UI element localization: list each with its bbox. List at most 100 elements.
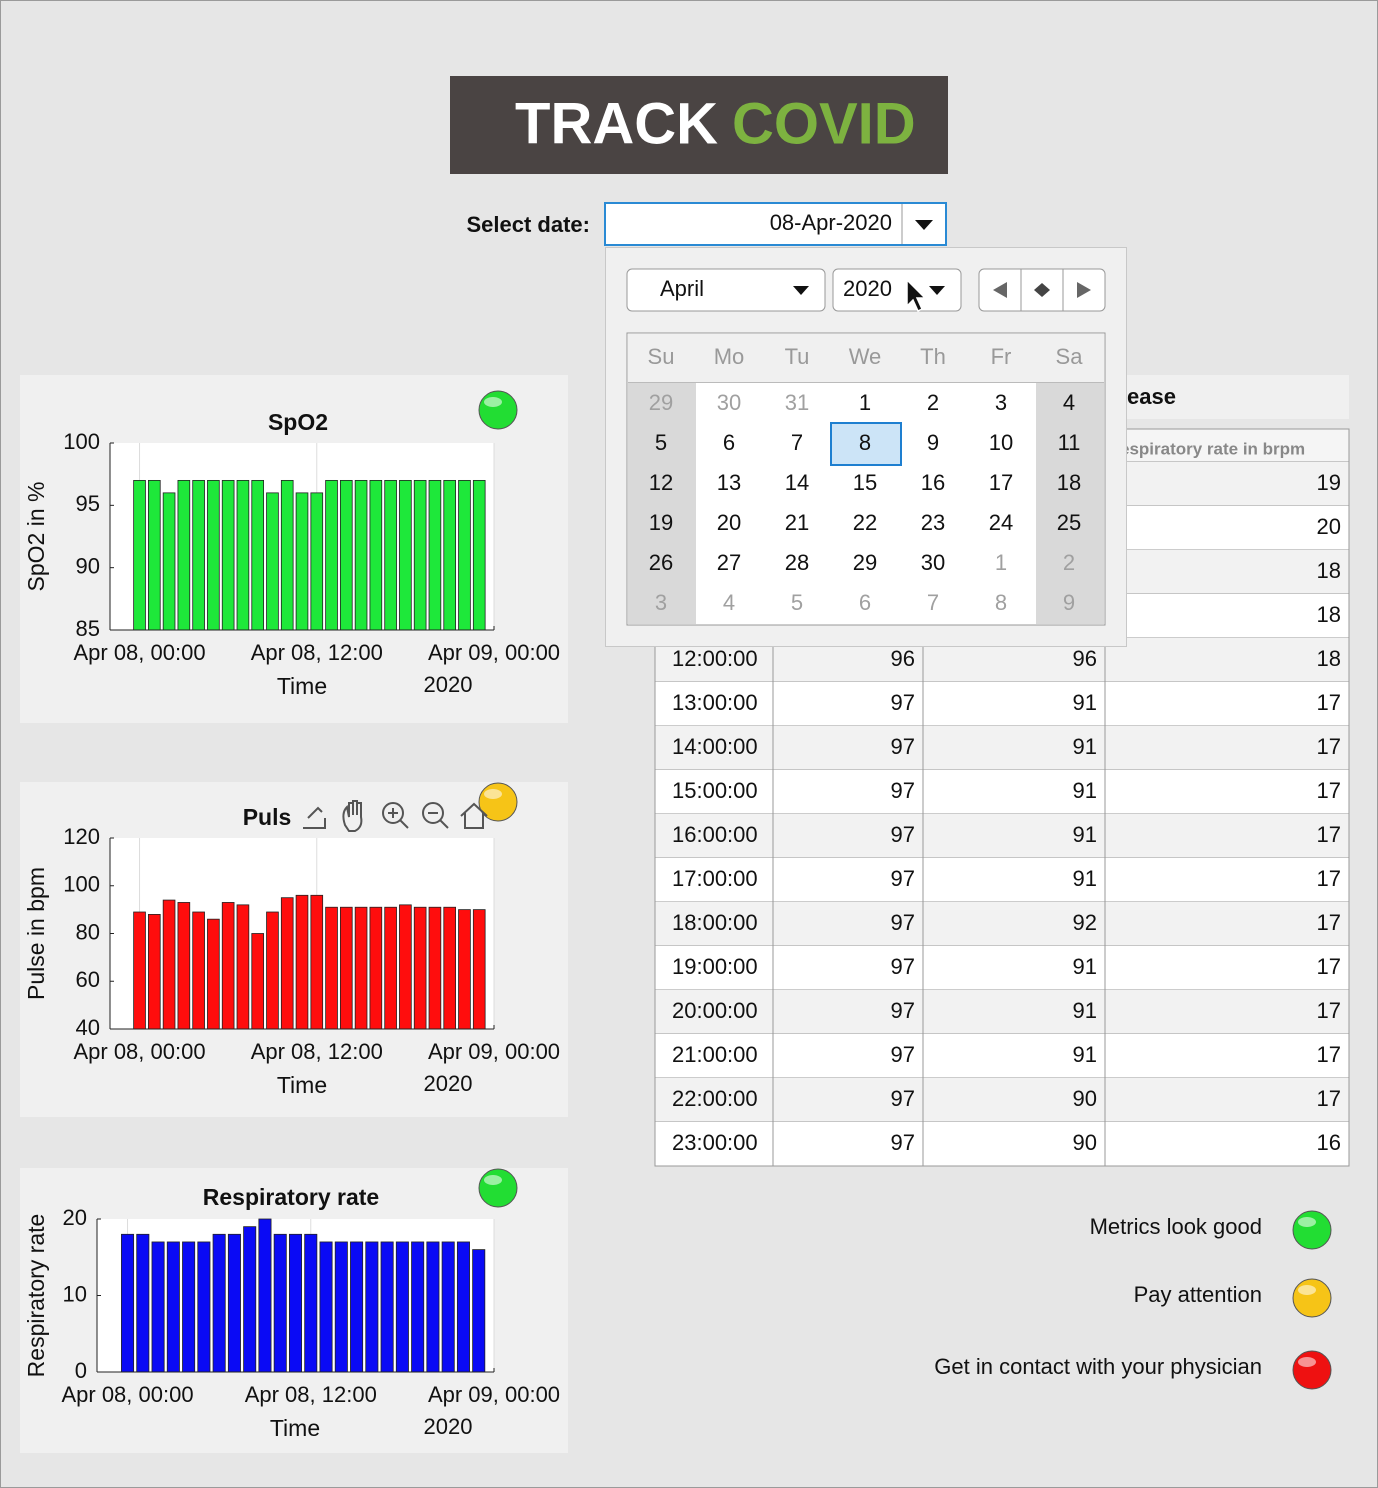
date-dropdown-arrow[interactable] [915, 220, 933, 230]
bar [411, 1241, 425, 1373]
table-row [655, 1078, 1349, 1122]
bar [384, 906, 397, 1030]
bar [399, 479, 412, 631]
y-tick-label: 90 [76, 553, 100, 578]
calendar-day[interactable]: 8 [859, 430, 871, 455]
bar [221, 479, 235, 631]
calendar-day[interactable]: 5 [791, 590, 803, 615]
calendar-day[interactable]: 12 [649, 470, 673, 495]
calendar-day[interactable]: 13 [717, 470, 741, 495]
bar [133, 911, 146, 1030]
calendar-day[interactable]: 31 [785, 390, 809, 415]
calendar-day[interactable]: 1 [995, 550, 1007, 575]
bar [197, 1241, 211, 1373]
legend-label: Pay attention [1134, 1282, 1262, 1307]
calendar-day[interactable]: 4 [723, 590, 735, 615]
calendar-day[interactable]: 3 [995, 390, 1007, 415]
weekday-label: We [849, 344, 882, 369]
calendar-day[interactable]: 10 [989, 430, 1013, 455]
calendar-day[interactable]: 26 [649, 550, 673, 575]
next-month-button[interactable] [1077, 282, 1091, 298]
calendar-day[interactable]: 2 [927, 390, 939, 415]
calendar-day[interactable]: 17 [989, 470, 1013, 495]
date-field[interactable] [604, 202, 947, 246]
table-cell: 19 [1317, 470, 1341, 495]
status-light [478, 1168, 518, 1208]
calendar-day[interactable]: 9 [927, 430, 939, 455]
calendar-day[interactable]: 2 [1063, 550, 1075, 575]
calendar-day[interactable]: 1 [859, 390, 871, 415]
y-tick-label: 40 [76, 1015, 100, 1040]
bar [236, 479, 250, 631]
toolbar-icon-pan[interactable] [342, 800, 363, 832]
calendar-day[interactable]: 29 [649, 390, 673, 415]
calendar-day[interactable]: 8 [995, 590, 1007, 615]
table-cell: 97 [891, 998, 915, 1023]
light-highlight [484, 397, 502, 407]
calendar-day[interactable]: 29 [853, 550, 877, 575]
table-cell: 15:00:00 [672, 778, 758, 803]
table-cell: 20:00:00 [672, 998, 758, 1023]
calendar-day[interactable]: 9 [1063, 590, 1075, 615]
table-row [655, 682, 1349, 726]
calendar-day[interactable]: 6 [859, 590, 871, 615]
calendar-day[interactable]: 25 [1057, 510, 1081, 535]
date-label: Select date: [467, 212, 591, 237]
table-row [655, 1034, 1349, 1078]
x-axis-year: 2020 [424, 672, 473, 697]
calendar-day[interactable]: 5 [655, 430, 667, 455]
today-button[interactable] [1034, 283, 1050, 297]
table-row [655, 858, 1349, 902]
status-light [478, 390, 518, 430]
calendar-day[interactable]: 21 [785, 510, 809, 535]
table-cell: 17 [1317, 778, 1341, 803]
calendar-day[interactable]: 19 [649, 510, 673, 535]
bar [162, 899, 176, 1030]
logo-right: COVID [732, 91, 916, 156]
calendar-day[interactable]: 4 [1063, 390, 1075, 415]
chart-title: SpO2 [268, 409, 328, 435]
calendar-day[interactable]: 24 [989, 510, 1013, 535]
table-cell: 97 [891, 822, 915, 847]
bar [413, 479, 427, 631]
calendar-day[interactable]: 27 [717, 550, 741, 575]
x-tick-label: Apr 08, 00:00 [61, 1382, 193, 1407]
calendar-day[interactable]: 30 [717, 390, 741, 415]
calendar-day[interactable]: 7 [791, 430, 803, 455]
calendar-day[interactable]: 22 [853, 510, 877, 535]
calendar-day[interactable]: 3 [655, 590, 667, 615]
calendar-day[interactable]: 15 [853, 470, 877, 495]
bar [456, 1241, 470, 1373]
x-axis-year: 2020 [424, 1414, 473, 1439]
calendar-day[interactable]: 18 [1057, 470, 1081, 495]
legend-light [1292, 1278, 1332, 1318]
bar [369, 906, 383, 1030]
table-cell: 18 [1317, 558, 1341, 583]
calendar-day[interactable]: 14 [785, 470, 809, 495]
calendar-day[interactable]: 28 [785, 550, 809, 575]
prev-month-button[interactable] [993, 282, 1007, 298]
column-header: espiratory rate in brpm [1120, 439, 1305, 458]
x-tick-label: Apr 08, 00:00 [73, 1039, 205, 1064]
calendar-day[interactable]: 20 [717, 510, 741, 535]
toolbar-icon-home[interactable] [460, 802, 488, 829]
toolbar-icon-export[interactable] [303, 806, 326, 829]
table-cell: 18 [1317, 602, 1341, 627]
calendar-day[interactable]: 11 [1058, 430, 1081, 455]
y-tick-label: 10 [63, 1281, 87, 1306]
legend-light [1292, 1350, 1332, 1390]
calendar-day[interactable]: 16 [921, 470, 945, 495]
bar [295, 492, 309, 631]
table-cell: 17 [1317, 998, 1341, 1023]
calendar-day[interactable]: 30 [921, 550, 945, 575]
calendar-day[interactable]: 7 [927, 590, 939, 615]
x-tick-label: Apr 09, 00:00 [428, 1039, 560, 1064]
toolbar-icon-zoom-in[interactable] [382, 802, 404, 824]
toolbar-icon-zoom-out[interactable] [422, 802, 444, 824]
y-tick-label: 0 [75, 1358, 87, 1383]
calendar-day[interactable]: 6 [723, 430, 735, 455]
year-dropdown[interactable] [832, 268, 962, 312]
month-dropdown[interactable] [626, 268, 826, 312]
calendar-day[interactable]: 23 [921, 510, 945, 535]
